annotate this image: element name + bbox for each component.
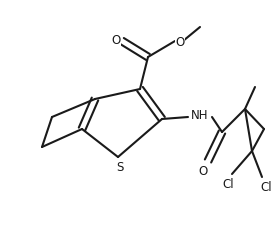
Text: S: S — [116, 161, 124, 174]
Text: Cl: Cl — [260, 181, 272, 194]
Text: O: O — [198, 165, 208, 178]
Text: O: O — [111, 33, 121, 46]
Text: NH: NH — [191, 109, 209, 122]
Text: Cl: Cl — [222, 178, 234, 191]
Text: O: O — [175, 35, 185, 48]
